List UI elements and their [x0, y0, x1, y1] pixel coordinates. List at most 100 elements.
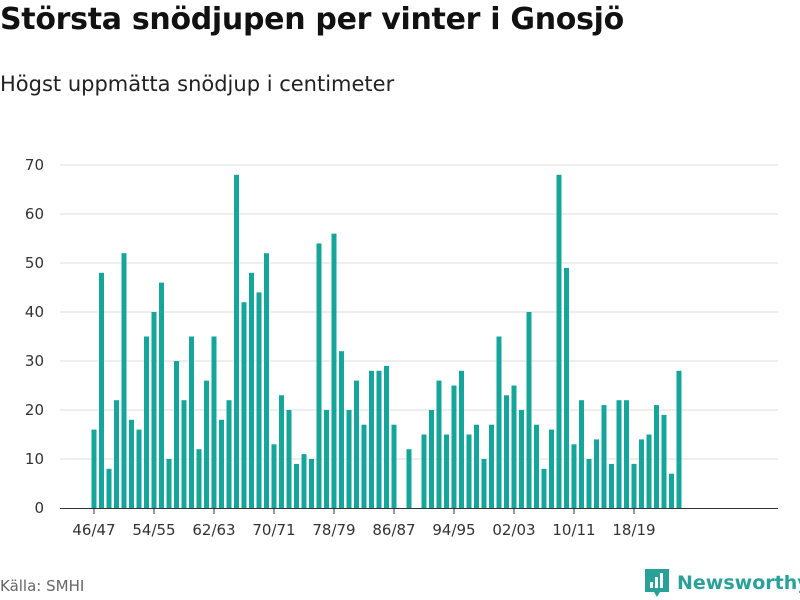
bar: [234, 174, 239, 509]
bar: [571, 444, 577, 508]
bar: [444, 434, 449, 508]
bar: [279, 395, 284, 508]
y-tick-label: 20: [25, 401, 44, 419]
bar: [151, 312, 157, 508]
x-tick-label: 86/87: [372, 521, 415, 539]
bar: [609, 463, 614, 508]
bar: [369, 370, 374, 508]
brand-name: Newsworthy: [677, 572, 800, 594]
x-tick-label: 02/03: [492, 521, 535, 539]
bar: [91, 429, 97, 508]
bar: [211, 336, 217, 508]
bar: [271, 444, 277, 508]
bar: [556, 174, 562, 509]
bar: [144, 336, 149, 508]
y-tick-label: 0: [34, 499, 44, 517]
bars: [91, 174, 682, 509]
bar: [384, 365, 389, 508]
bar: [339, 351, 344, 508]
bar: [534, 424, 539, 508]
bar: [391, 424, 397, 508]
chart-subtitle: Högst uppmätta snödjup i centimeter: [0, 72, 395, 96]
bar: [166, 459, 172, 508]
bar: [436, 380, 442, 508]
bar: [541, 468, 547, 508]
bar: [219, 419, 224, 508]
bar: [421, 434, 427, 508]
x-tick-label: 46/47: [72, 521, 115, 539]
bar: [354, 380, 359, 508]
bar: [451, 385, 457, 508]
bar: [511, 385, 517, 508]
bar: [616, 400, 622, 508]
bar: [99, 272, 104, 508]
bar: [346, 410, 352, 508]
bar: [376, 370, 382, 508]
y-tick-label: 40: [25, 303, 44, 321]
y-tick-label: 60: [25, 205, 44, 223]
bar: [241, 302, 247, 508]
x-tick-label: 70/71: [252, 521, 295, 539]
bar: [459, 370, 464, 508]
bar: [646, 434, 652, 508]
bar: [579, 400, 584, 508]
bar: [504, 395, 509, 508]
bar: [481, 459, 487, 508]
snow-depth-bar-chart: 0 10 20 30 40 50 60 70 46/47 54/55 62/63 70/71 78/79…: [25, 156, 778, 539]
bar: [624, 400, 629, 508]
bar: [256, 292, 262, 508]
bar: [429, 410, 434, 508]
bar: [129, 419, 134, 508]
y-tick-label: 10: [25, 450, 44, 468]
bar: [564, 267, 569, 508]
bar: [181, 400, 187, 508]
bar: [631, 463, 637, 508]
gridlines: [60, 164, 778, 460]
bar: [204, 380, 209, 508]
y-tick-label: 70: [25, 156, 44, 174]
bar: [264, 253, 269, 508]
x-tick-label: 10/11: [552, 521, 595, 539]
bar: [661, 414, 667, 508]
bar: [549, 429, 554, 508]
x-tick-label: 54/55: [132, 521, 175, 539]
bar: [406, 449, 412, 508]
bar: [196, 449, 202, 508]
bar: [594, 439, 599, 508]
bar: [136, 429, 142, 508]
bar: [324, 410, 329, 508]
bar: [466, 434, 472, 508]
bar: [496, 336, 502, 508]
bar: [121, 253, 127, 508]
bar: [331, 233, 337, 508]
bar: [489, 424, 494, 508]
bar: [294, 463, 299, 508]
bar: [316, 243, 322, 508]
x-tick-label: 78/79: [312, 521, 355, 539]
bar: [519, 410, 524, 508]
bar: [159, 282, 164, 508]
chart-title: Största snödjupen per vinter i Gnosjö: [0, 2, 624, 37]
bar-chart-logo-icon: [645, 569, 669, 597]
y-tick-label: 30: [25, 352, 44, 370]
bar: [189, 336, 194, 508]
bar: [106, 468, 112, 508]
x-tick-label: 18/19: [612, 521, 655, 539]
x-axis: [60, 508, 778, 514]
y-tick-label: 50: [25, 254, 44, 272]
bar: [654, 405, 659, 508]
bar: [639, 439, 644, 508]
bar: [309, 459, 314, 508]
source-note: Källa: SMHI: [0, 577, 85, 595]
bar: [586, 459, 592, 508]
brand-logo[interactable]: Newsworthy: [644, 568, 800, 598]
bar: [361, 424, 367, 508]
bar: [286, 410, 292, 508]
x-tick-label: 62/63: [192, 521, 235, 539]
bar: [474, 424, 479, 508]
bar: [526, 312, 532, 508]
bar: [114, 400, 119, 508]
bar: [601, 405, 607, 508]
x-tick-label: 94/95: [432, 521, 475, 539]
bar: [174, 361, 179, 508]
